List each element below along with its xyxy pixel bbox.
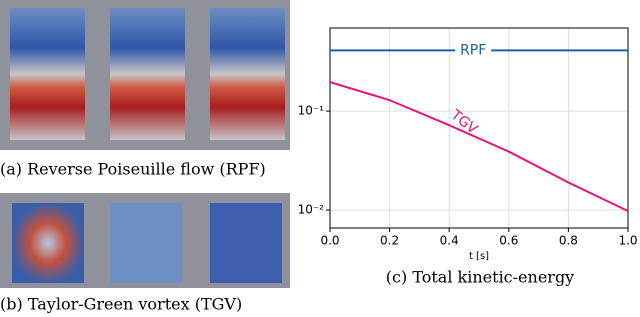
series-label: RPF bbox=[460, 42, 486, 58]
label-background bbox=[455, 42, 492, 59]
x-tick-label: 0.4 bbox=[440, 234, 459, 248]
particle-block bbox=[110, 8, 185, 140]
x-tick-label: 0.8 bbox=[559, 234, 578, 248]
x-tick-label: 0.6 bbox=[499, 234, 518, 248]
x-tick-label: 0.2 bbox=[380, 234, 399, 248]
x-tick-label: 0.0 bbox=[320, 234, 339, 248]
particle-cube bbox=[110, 203, 182, 283]
caption: (c) Total kinetic-energy bbox=[386, 268, 574, 287]
series-line bbox=[329, 81, 629, 212]
y-tick-label: 10⁻¹ bbox=[298, 104, 325, 118]
caption: (a) Reverse Poiseuille flow (RPF) bbox=[0, 160, 266, 179]
particle-block bbox=[10, 8, 85, 140]
particle-block bbox=[210, 8, 285, 140]
x-tick-label: 1.0 bbox=[618, 234, 637, 248]
particle-cube bbox=[12, 203, 84, 283]
x-axis-label: t [s] bbox=[469, 251, 489, 262]
particle-cube bbox=[210, 203, 282, 283]
plot-frame bbox=[329, 27, 629, 229]
y-tick-label: 10⁻² bbox=[298, 203, 325, 217]
caption: (b) Taylor-Green vortex (TGV) bbox=[0, 295, 242, 314]
